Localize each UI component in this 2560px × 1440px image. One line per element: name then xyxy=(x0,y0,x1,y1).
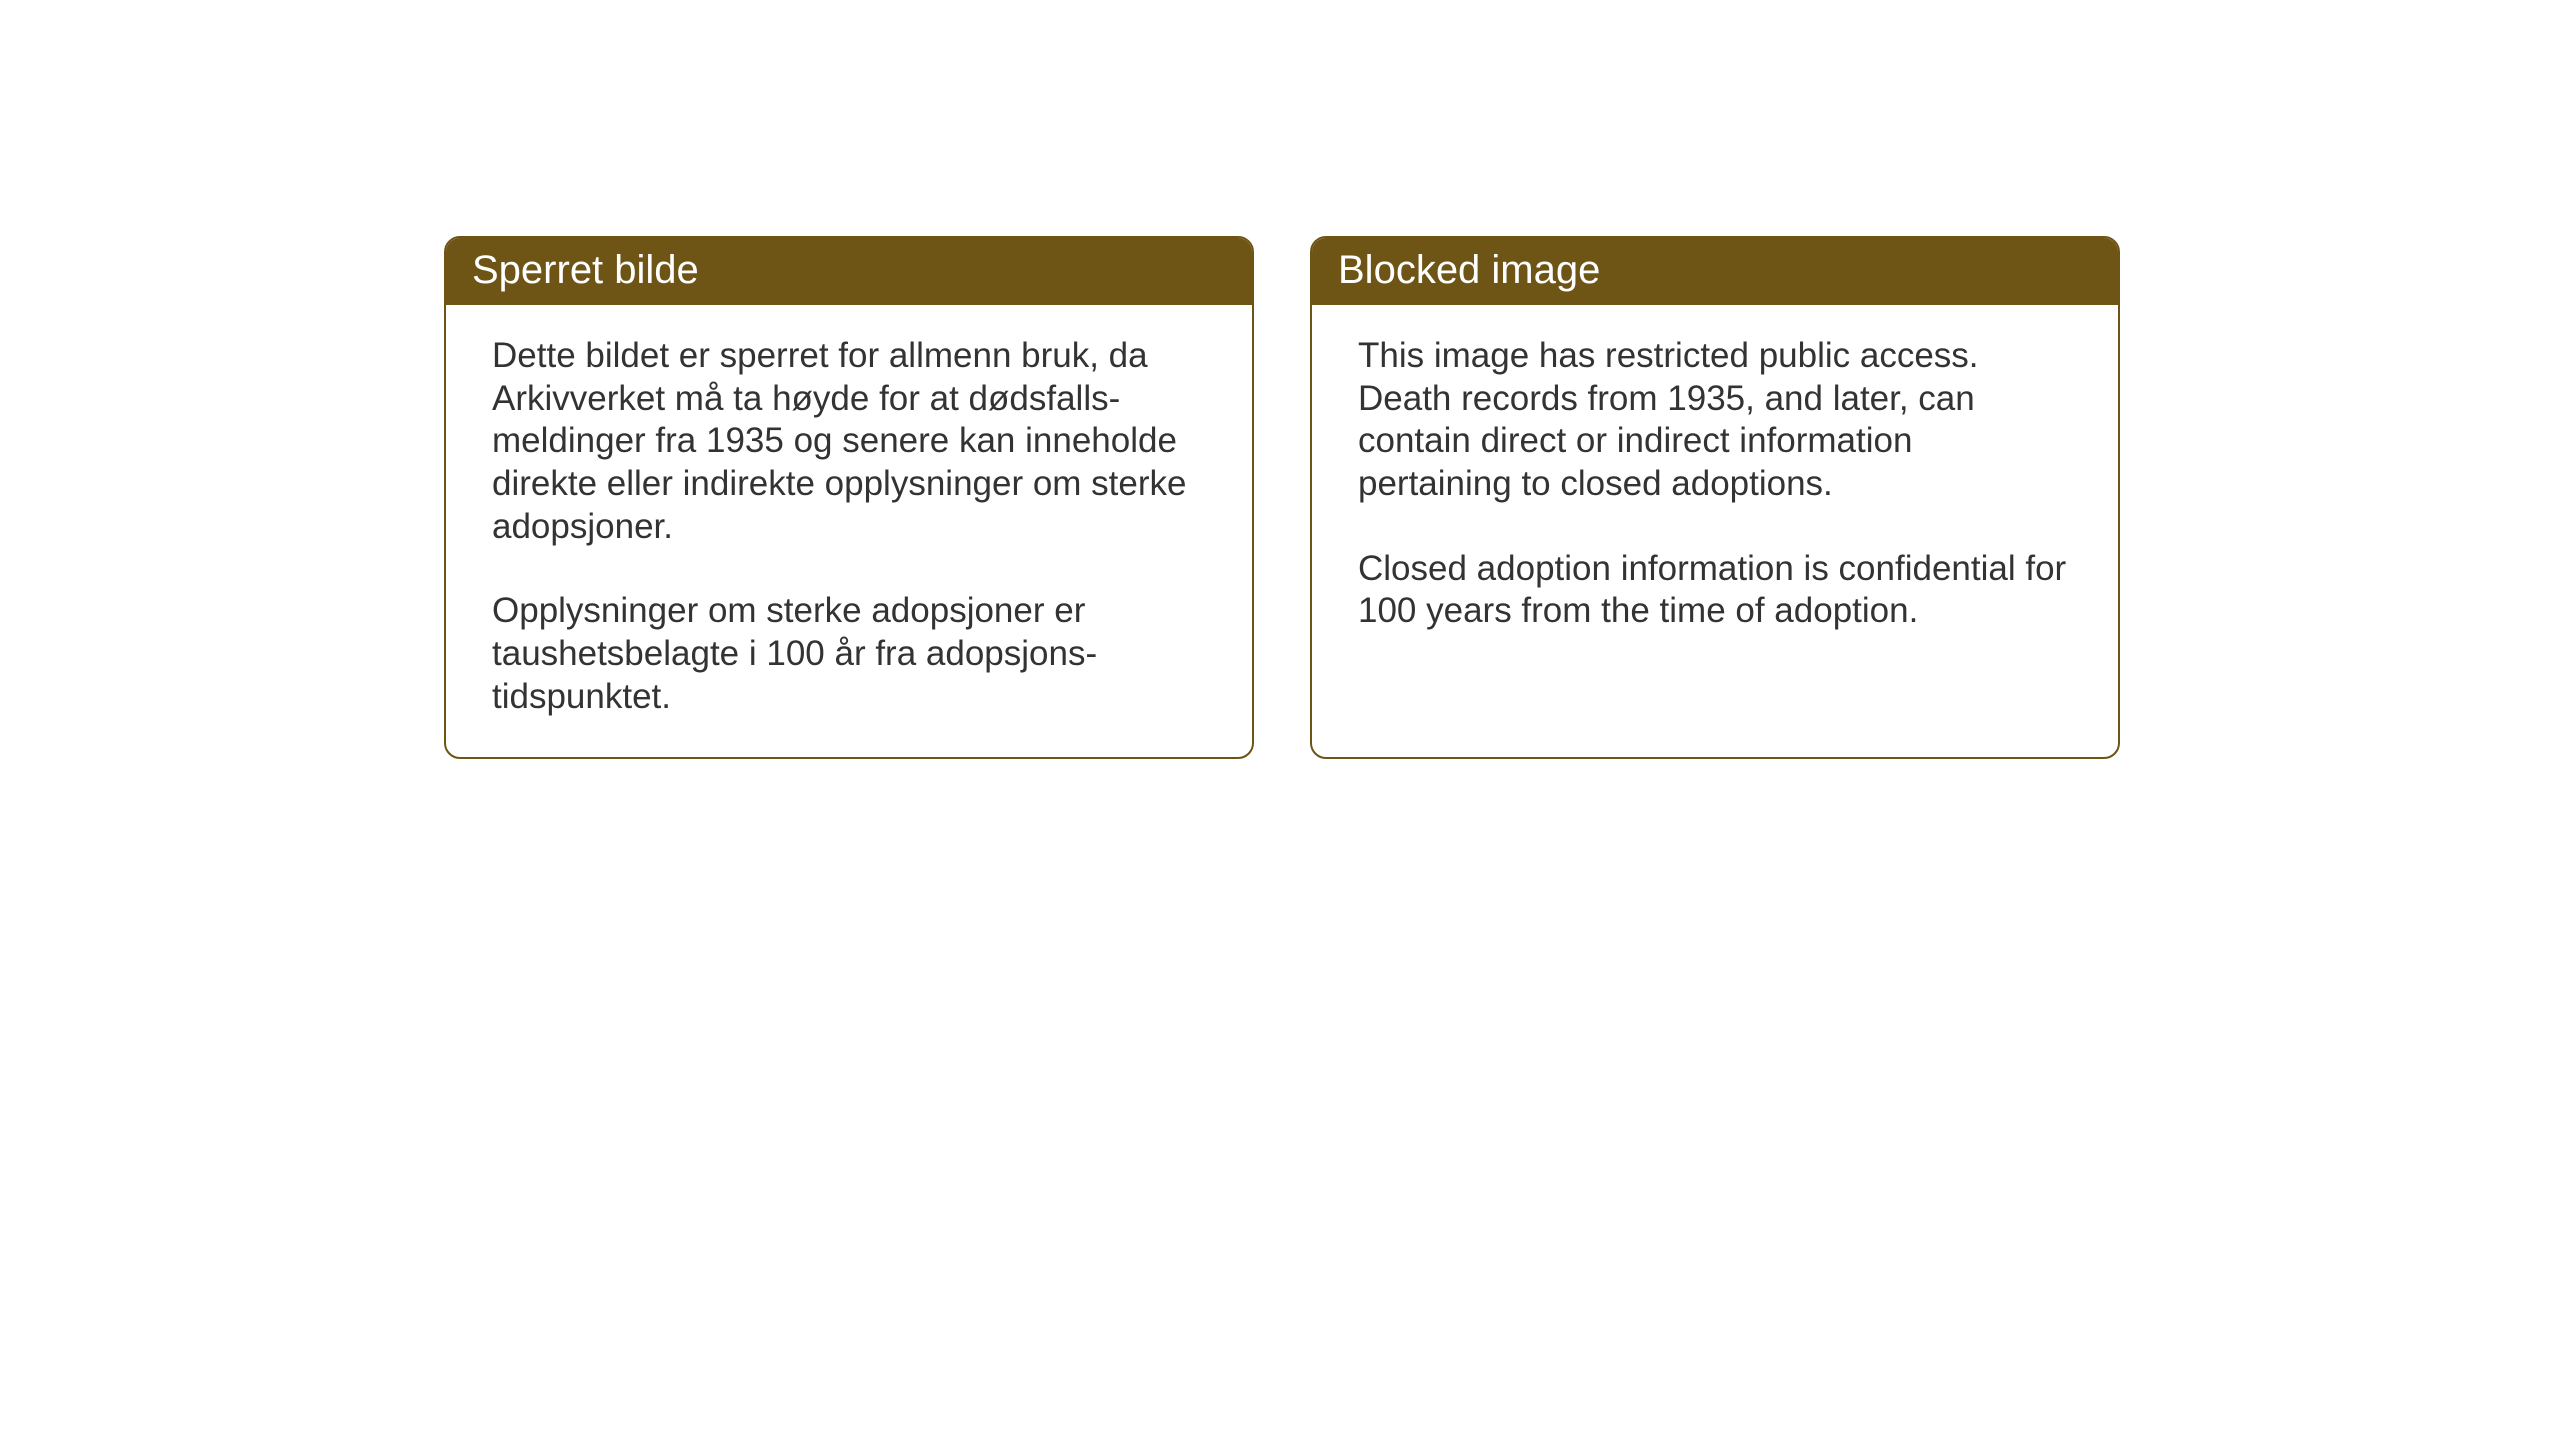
card-body-english: This image has restricted public access.… xyxy=(1312,305,2118,671)
card-header-english: Blocked image xyxy=(1312,238,2118,305)
card-paragraph-2-english: Closed adoption information is confident… xyxy=(1358,548,2072,633)
card-paragraph-1-english: This image has restricted public access.… xyxy=(1358,335,2072,506)
card-paragraph-1-norwegian: Dette bildet er sperret for allmenn bruk… xyxy=(492,335,1206,548)
card-body-norwegian: Dette bildet er sperret for allmenn bruk… xyxy=(446,305,1252,757)
notice-card-norwegian: Sperret bilde Dette bildet er sperret fo… xyxy=(444,236,1254,759)
card-paragraph-2-norwegian: Opplysninger om sterke adopsjoner er tau… xyxy=(492,590,1206,718)
notice-card-english: Blocked image This image has restricted … xyxy=(1310,236,2120,759)
notice-cards-container: Sperret bilde Dette bildet er sperret fo… xyxy=(444,236,2120,759)
card-header-norwegian: Sperret bilde xyxy=(446,238,1252,305)
